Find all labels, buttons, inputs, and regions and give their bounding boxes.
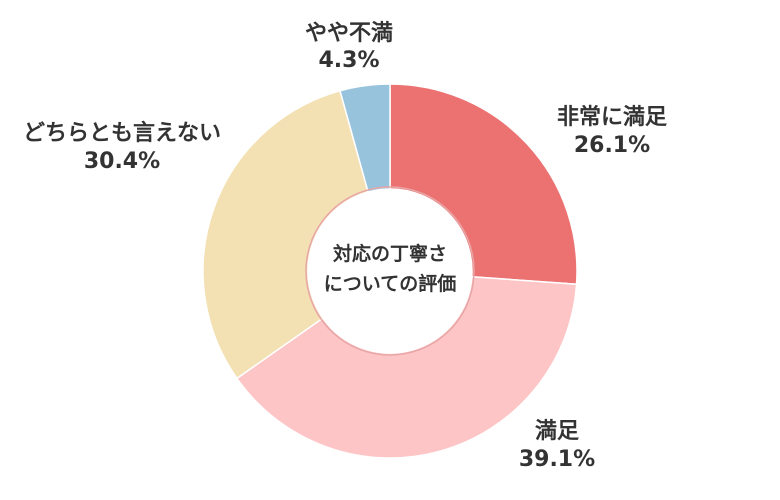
center-label-line-1: 対応の丁寧さ (332, 242, 447, 265)
slice-value-label: 26.1% (574, 133, 650, 158)
slice-satisfied (235, 275, 578, 459)
slice-label: やや不満 (305, 20, 393, 46)
slice-label: 満足 (535, 418, 579, 444)
center-ring (305, 186, 475, 356)
donut-slices (202, 83, 578, 459)
center-label-line-2: についての評価 (324, 272, 456, 295)
slice-label: 非常に満足 (557, 104, 667, 130)
slice-value-label: 30.4% (84, 149, 160, 174)
slice-value-label: 4.3% (318, 48, 379, 73)
center-hole (310, 191, 470, 351)
slice-somewhat-dissatisfied (339, 83, 391, 193)
slice-very-satisfied (389, 83, 578, 286)
slice-label: どちらとも言えない (23, 120, 221, 146)
slice-neutral (202, 89, 370, 380)
slice-value-label: 39.1% (519, 447, 595, 472)
